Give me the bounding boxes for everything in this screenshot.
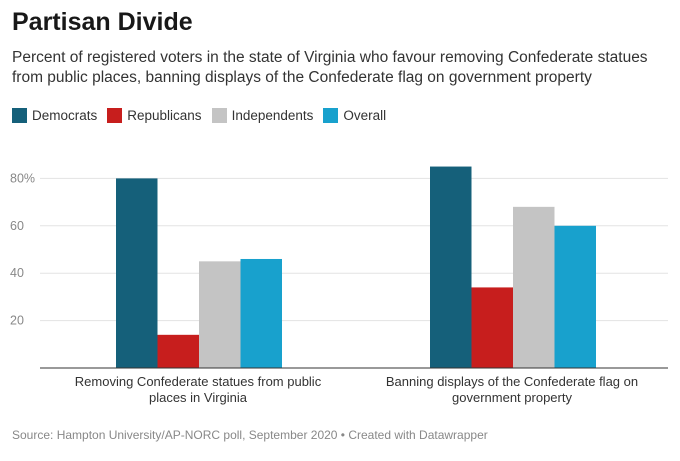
bar-democrats-2: [430, 166, 472, 368]
legend-swatch-overall: [323, 108, 339, 123]
legend-label-democrats: Democrats: [32, 108, 98, 123]
bar-chart: 20 40 60 80% Removing Confederate statues fr…: [10, 166, 668, 405]
legend-swatch-independents: [211, 108, 227, 123]
legend-item-republicans: Republicans: [107, 108, 202, 123]
y-tick-label-20: 20: [10, 314, 24, 328]
category-label-1: Removing Confederate statues from public…: [75, 374, 322, 405]
source-note: Source: Hampton University/AP-NORC poll,…: [12, 428, 488, 442]
legend-item-democrats: Democrats: [12, 108, 97, 123]
bar-republicans-1: [157, 334, 199, 368]
bar-independents-1: [199, 261, 241, 368]
legend-swatch-republicans: [107, 108, 123, 123]
bar-republicans-2: [471, 287, 513, 368]
bar-democrats-1: [116, 178, 158, 368]
legend-label-independents: Independents: [231, 108, 314, 123]
y-tick-label-80: 80%: [10, 171, 35, 185]
category-label-2: Banning displays of the Confederate flag…: [386, 374, 638, 405]
legend-label-overall: Overall: [343, 108, 387, 123]
chart-subtitle: Percent of registered voters in the stat…: [12, 49, 648, 86]
y-tick-label-40: 40: [10, 266, 24, 280]
bar-overall-1: [240, 258, 282, 368]
bar-overall-2: [554, 225, 596, 368]
legend-item-independents: Independents: [211, 108, 314, 123]
legend-item-overall: Overall: [323, 108, 386, 123]
chart-title: Partisan Divide: [12, 8, 193, 36]
legend-label-republicans: Republicans: [127, 108, 202, 123]
legend: Democrats Republicans Independents Overa…: [12, 108, 396, 123]
legend-swatch-democrats: [12, 108, 27, 123]
y-tick-label-60: 60: [10, 219, 24, 233]
bar-independents-2: [513, 206, 555, 368]
